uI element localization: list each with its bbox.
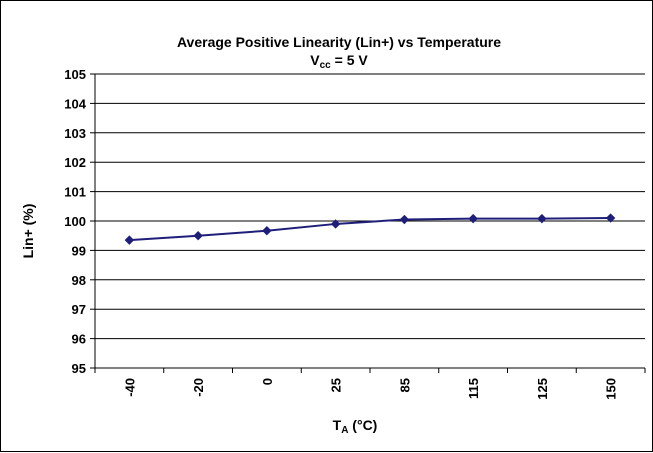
y-tick-labels: 95 96 97 98 99 100 101 102 103 104 105: [64, 67, 86, 376]
data-point: [193, 230, 203, 241]
x-tick-label: 150: [604, 378, 619, 400]
x-tick-label: 85: [397, 378, 412, 392]
series-line: [129, 217, 611, 242]
y-axis-label: Lin+ (%): [20, 204, 36, 259]
x-tick-label: -20: [191, 378, 206, 397]
x-tick-label: 0: [260, 378, 275, 385]
y-tick-label: 98: [72, 273, 86, 288]
x-axis-label: TA (°C): [333, 417, 378, 436]
data-point: [537, 213, 547, 224]
y-tick-label: 99: [72, 243, 86, 258]
data-series: [124, 213, 616, 245]
x-tick-labels: -40 -20 0 25 85 115 125 150: [122, 378, 618, 400]
data-point: [605, 213, 616, 223]
y-tick-label: 104: [64, 96, 86, 111]
y-tick-label: 96: [72, 332, 86, 347]
data-point: [124, 235, 135, 245]
x-tick-label: -40: [122, 378, 137, 397]
data-point: [330, 219, 341, 229]
data-point: [468, 213, 478, 224]
data-point: [399, 214, 410, 225]
x-tick-label: 25: [329, 378, 344, 392]
chart-title: Average Positive Linearity (Lin+) vs Tem…: [177, 34, 501, 50]
x-tick-label: 115: [466, 378, 481, 399]
gridlines: [95, 73, 645, 340]
data-point: [262, 225, 272, 236]
y-tick-label: 97: [72, 302, 86, 317]
y-tick-label: 102: [64, 155, 86, 170]
y-tick-label: 105: [64, 67, 86, 82]
axes: [90, 73, 646, 373]
x-tick-label: 125: [535, 378, 550, 400]
y-tick-label: 100: [64, 214, 86, 229]
chart-subtitle: Vcc = 5 V: [310, 52, 368, 71]
y-tick-label: 103: [64, 126, 86, 141]
y-tick-label: 95: [72, 361, 86, 376]
y-tick-label: 101: [64, 185, 86, 200]
